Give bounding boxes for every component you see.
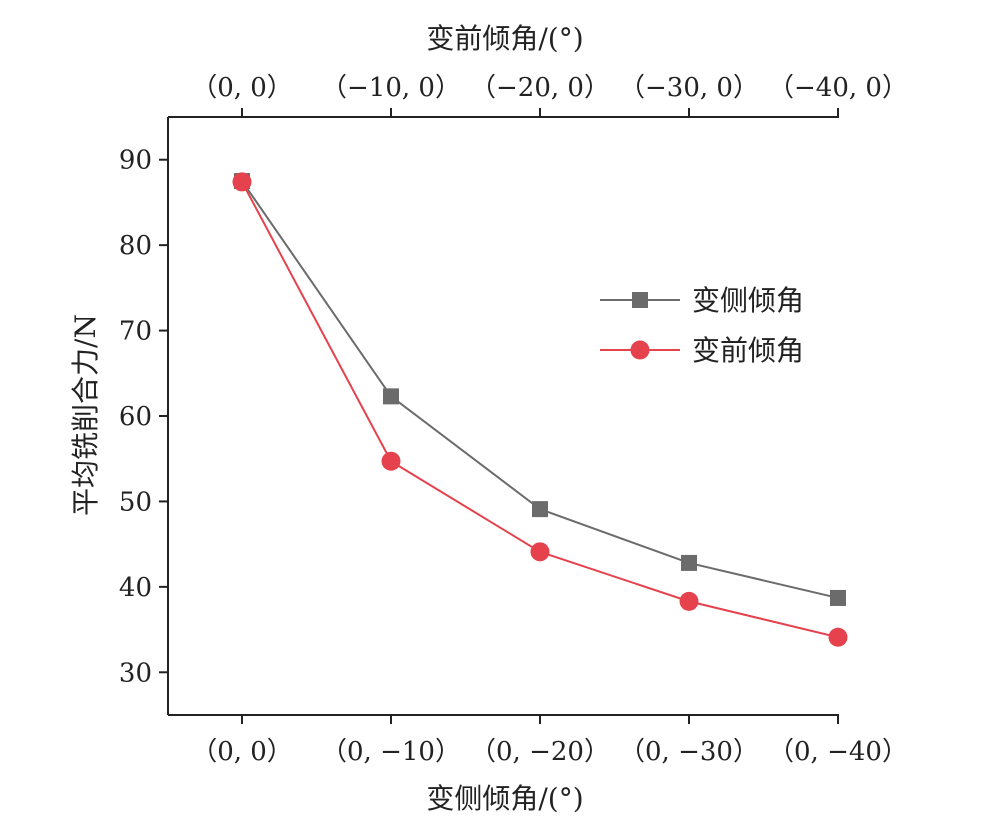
series-line (241, 181, 839, 639)
top-tick-label: （−20, 0） (470, 73, 610, 103)
top-tick-label: （−30, 0） (619, 73, 759, 103)
data-point-square (681, 554, 697, 571)
series-1-markers (234, 173, 846, 606)
series-1 (241, 180, 839, 599)
data-point-circle (679, 591, 699, 611)
y-tick-label: 70 (119, 317, 152, 347)
data-point-square (830, 589, 846, 606)
legend-item: 变前倾角 (600, 334, 804, 367)
x-axis-title: 变侧倾角/(°) (426, 782, 583, 815)
x-tick-label: （0, −10） (321, 737, 461, 767)
series-2-markers (232, 172, 848, 647)
series-layer (232, 172, 848, 647)
data-point-circle (381, 451, 401, 471)
top-tick-label: （−10, 0） (321, 73, 461, 103)
legend-label: 变侧倾角 (692, 284, 804, 317)
data-point-square (532, 501, 548, 518)
data-point-circle (530, 542, 550, 562)
series-line (241, 180, 839, 599)
y-tick-label: 50 (119, 487, 152, 517)
x-tick-label: （0, −40） (768, 737, 908, 767)
y-tick-label: 60 (119, 402, 152, 432)
legend-item: 变侧倾角 (600, 284, 804, 317)
top-tick-label: （−40, 0） (768, 73, 908, 103)
y-tick-label: 90 (119, 146, 152, 176)
top-axis-title: 变前倾角/(°) (426, 22, 583, 55)
legend-label: 变前倾角 (692, 334, 804, 367)
x-tick-label: （0, 0） (191, 737, 293, 767)
x-tick-label: （0, −30） (619, 737, 759, 767)
y-axis-title: 平均铣削合力/N (69, 314, 102, 516)
plot-frame (167, 116, 839, 716)
y-tick-label: 40 (119, 573, 152, 603)
data-point-circle (828, 627, 848, 647)
data-point-circle (232, 172, 252, 192)
x-tick-label: （0, −20） (470, 737, 610, 767)
y-tick-label: 30 (119, 658, 152, 688)
data-point-square (383, 388, 399, 405)
y-tick-label: 80 (119, 231, 152, 261)
legend-marker-circle (630, 340, 650, 360)
series-2 (241, 181, 839, 639)
top-tick-label: （0, 0） (191, 73, 293, 103)
legend-marker-square (632, 292, 648, 308)
axis-ticks: 30 40 50 60 70 80 90 （0, 0） （0, −10） （0, −20） （0, … (119, 73, 908, 767)
